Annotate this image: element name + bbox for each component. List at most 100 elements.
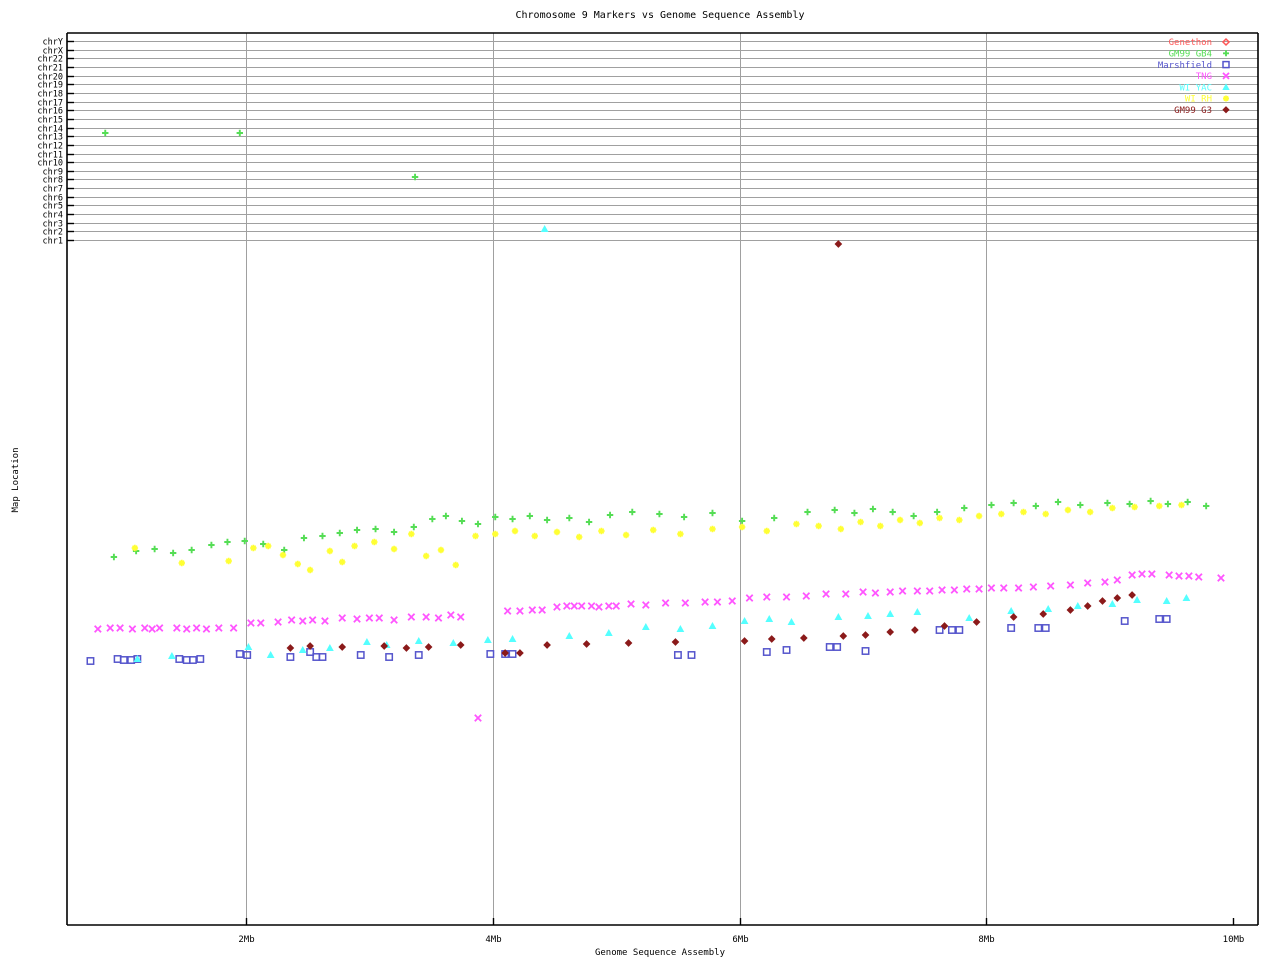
marker-diamond: [402, 644, 411, 652]
y-tick-label-chr12: chr12: [37, 142, 63, 152]
series-wi-yac: [133, 224, 1191, 662]
marker-plus: [869, 505, 877, 513]
series-gm99-g3: [286, 240, 1136, 657]
marker-x: [106, 624, 115, 632]
marker-star: [472, 532, 479, 540]
marker-plus: [300, 534, 308, 542]
marker-plus: [770, 514, 778, 522]
marker-x: [1128, 571, 1136, 579]
marker-star: [975, 512, 983, 520]
marker-x: [474, 714, 482, 722]
marker-plus: [188, 546, 195, 554]
marker-diamond: [306, 642, 314, 650]
marker-square-open: [175, 655, 184, 663]
marker-star: [371, 538, 378, 546]
marker-plus: [606, 511, 614, 519]
marker-x: [1029, 583, 1038, 591]
marker-x: [1185, 572, 1193, 580]
marker-plus: [1164, 500, 1172, 508]
marker-diamond: [286, 644, 295, 652]
legend-symbol-star: [1223, 95, 1229, 102]
legend-item-gm99-g3[interactable]: GM99 G3: [1174, 106, 1230, 116]
marker-x: [642, 601, 650, 609]
legend-item-gm99-gb4[interactable]: GM99 GB4: [1169, 50, 1229, 60]
marker-triangle: [604, 628, 613, 636]
legend-symbol-triangle: [1222, 83, 1230, 90]
marker-diamond: [338, 643, 347, 651]
marker-plus: [390, 528, 398, 536]
series-gm99-gb4: [102, 129, 1210, 561]
marker-star: [575, 533, 583, 541]
marker-x: [365, 614, 374, 622]
marker-square-open: [235, 650, 244, 658]
y-tick-label-chr19: chr19: [37, 81, 63, 91]
legend-label: Marshfield: [1158, 61, 1212, 71]
marker-square-open: [356, 651, 365, 659]
marker-square-open: [414, 651, 423, 659]
legend-item-genethon[interactable]: Genethon: [1169, 37, 1231, 48]
legend-item-tng[interactable]: TNG: [1196, 72, 1230, 82]
y-axis-label: Map Location: [11, 447, 21, 512]
y-tick-label-chr9: chr9: [43, 168, 63, 178]
marker-square-open: [782, 646, 791, 654]
marker-x: [822, 590, 830, 598]
marker-square-open: [947, 626, 956, 634]
marker-x: [1046, 582, 1055, 590]
marker-x: [563, 602, 571, 610]
marker-x: [338, 614, 347, 622]
x-axis-label: Genome Sequence Assembly: [595, 948, 726, 958]
horizontal-gridlines: [67, 41, 1258, 241]
marker-plus: [442, 512, 450, 520]
marker-x: [577, 602, 586, 610]
legend-item-wi-yac[interactable]: WI YAC: [1179, 83, 1230, 93]
marker-plus: [241, 537, 248, 545]
marker-star: [1109, 504, 1116, 512]
legend-symbol-square-open: [1222, 60, 1230, 69]
marker-diamond: [456, 641, 465, 649]
marker-star: [294, 560, 301, 568]
marker-square-open: [673, 651, 682, 659]
marker-triangle: [708, 621, 717, 629]
marker-x: [94, 625, 102, 633]
marker-x: [390, 616, 398, 624]
marker-diamond: [543, 641, 551, 649]
marker-square-open: [935, 626, 944, 634]
marker-x: [434, 614, 443, 622]
marker-square-open: [286, 653, 295, 661]
legend-symbol-x: [1222, 72, 1230, 80]
marker-plus: [372, 525, 379, 533]
y-tick-label-chr14: chr14: [37, 125, 63, 135]
marker-plus: [151, 545, 158, 553]
marker-x: [745, 594, 754, 602]
marker-plus: [492, 513, 499, 521]
vertical-gridlines: [246, 33, 987, 925]
marker-square-open: [385, 653, 394, 661]
legend-item-marshfield[interactable]: Marshfield: [1158, 60, 1230, 71]
y-tick-label-chr21: chr21: [37, 64, 63, 74]
legend-item-wi-rh[interactable]: WI RH: [1185, 95, 1229, 105]
marker-plus: [566, 514, 573, 522]
marker-diamond: [861, 631, 870, 639]
marker-plus: [1202, 502, 1210, 510]
marker-star: [815, 522, 822, 530]
marker-x: [192, 624, 201, 632]
marker-plus: [429, 515, 436, 523]
marker-triangle: [1133, 595, 1141, 603]
y-tick-label-chr11: chr11: [37, 151, 63, 161]
plot-frame: [66, 32, 1259, 926]
marker-triangle: [765, 614, 774, 622]
marker-star: [1020, 508, 1027, 516]
marker-plus: [709, 509, 716, 517]
series-wi-rh: [131, 501, 1185, 574]
marker-square-open: [486, 650, 495, 658]
marker-triangle: [168, 651, 176, 659]
marker-plus: [208, 541, 215, 549]
marker-x: [446, 611, 455, 619]
marker-diamond: [767, 635, 776, 643]
marker-triangle: [1044, 604, 1053, 612]
marker-x: [975, 585, 983, 593]
y-tick-label-chr20: chr20: [37, 73, 63, 83]
marker-star: [650, 526, 657, 534]
